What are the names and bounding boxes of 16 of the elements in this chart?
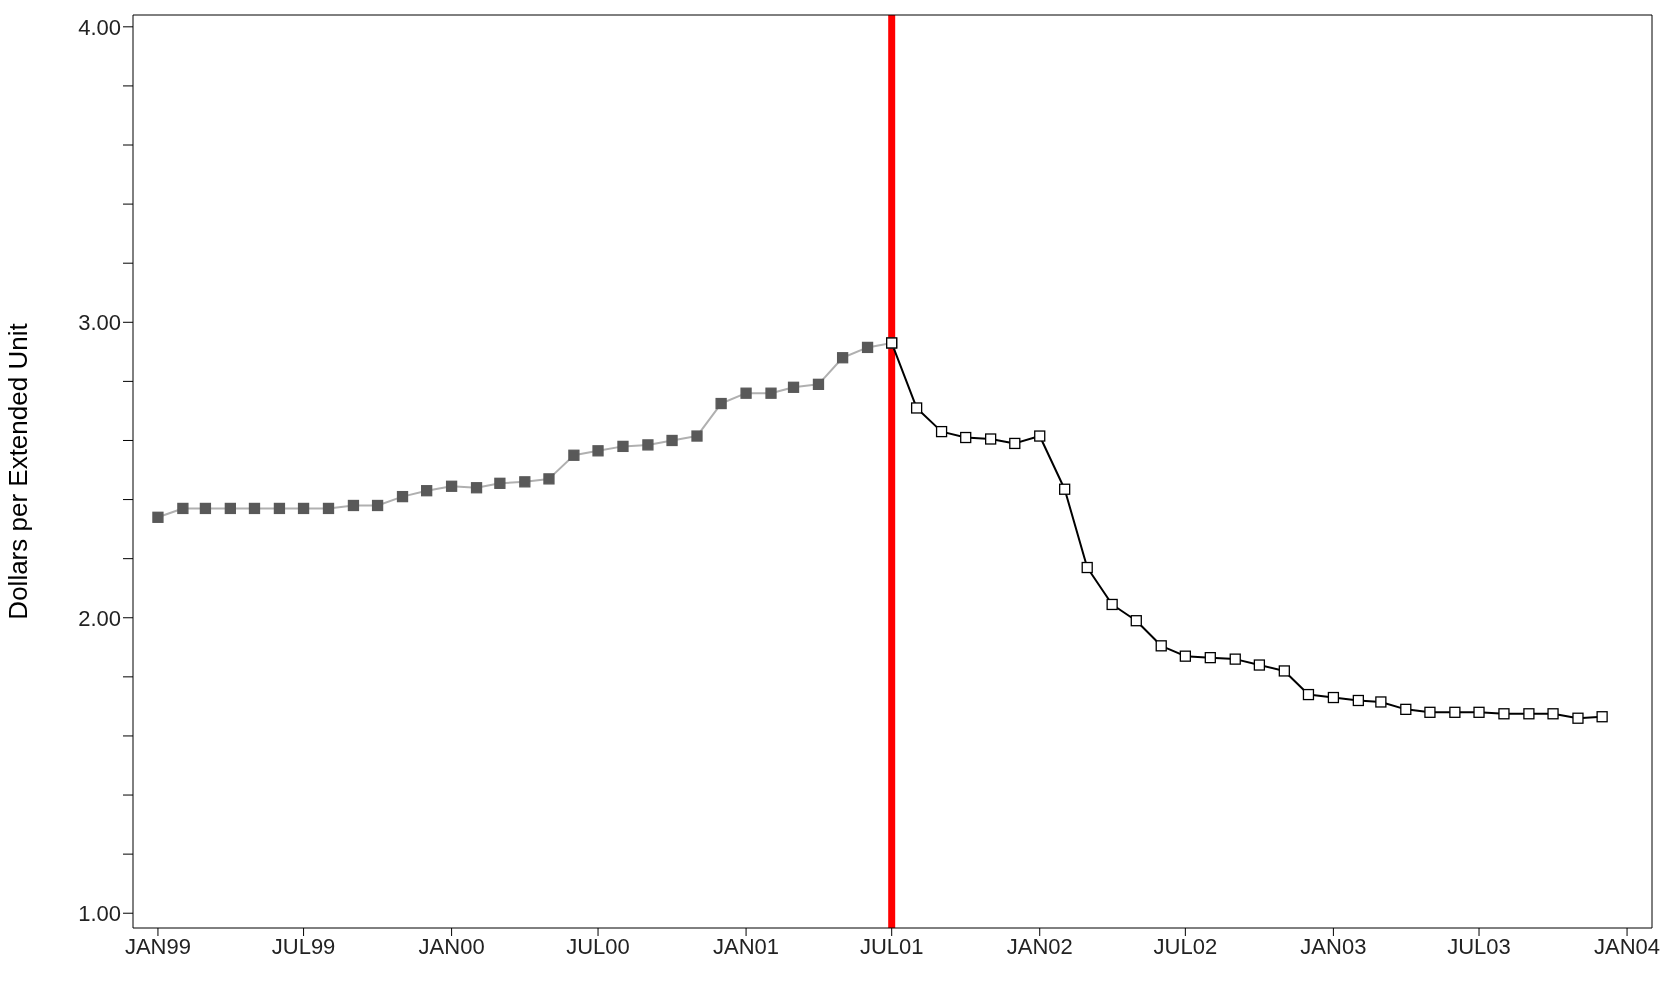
- x-tick-label: JAN02: [1006, 933, 1073, 959]
- y-tick-label: 3.00: [78, 310, 121, 336]
- x-tick-label: JUL03: [1447, 933, 1511, 959]
- x-tick-label: JUL01: [859, 933, 924, 959]
- y-tick-label: 1.00: [78, 901, 121, 927]
- x-tick-label: JUL99: [271, 933, 336, 959]
- y-axis-title: Dollars per Extended Unit: [3, 322, 34, 620]
- x-tick-label: JUL00: [566, 933, 630, 959]
- x-tick-label: JAN04: [1594, 933, 1661, 959]
- x-tick-label: JAN03: [1300, 933, 1367, 959]
- x-tick-label: JAN99: [124, 933, 191, 959]
- x-tick-label: JAN01: [713, 933, 780, 959]
- y-tick-label: 2.00: [78, 605, 121, 631]
- x-tick-label: JAN00: [418, 933, 485, 959]
- x-tick-label: JUL02: [1153, 933, 1218, 959]
- y-tick-label: 4.00: [78, 14, 121, 40]
